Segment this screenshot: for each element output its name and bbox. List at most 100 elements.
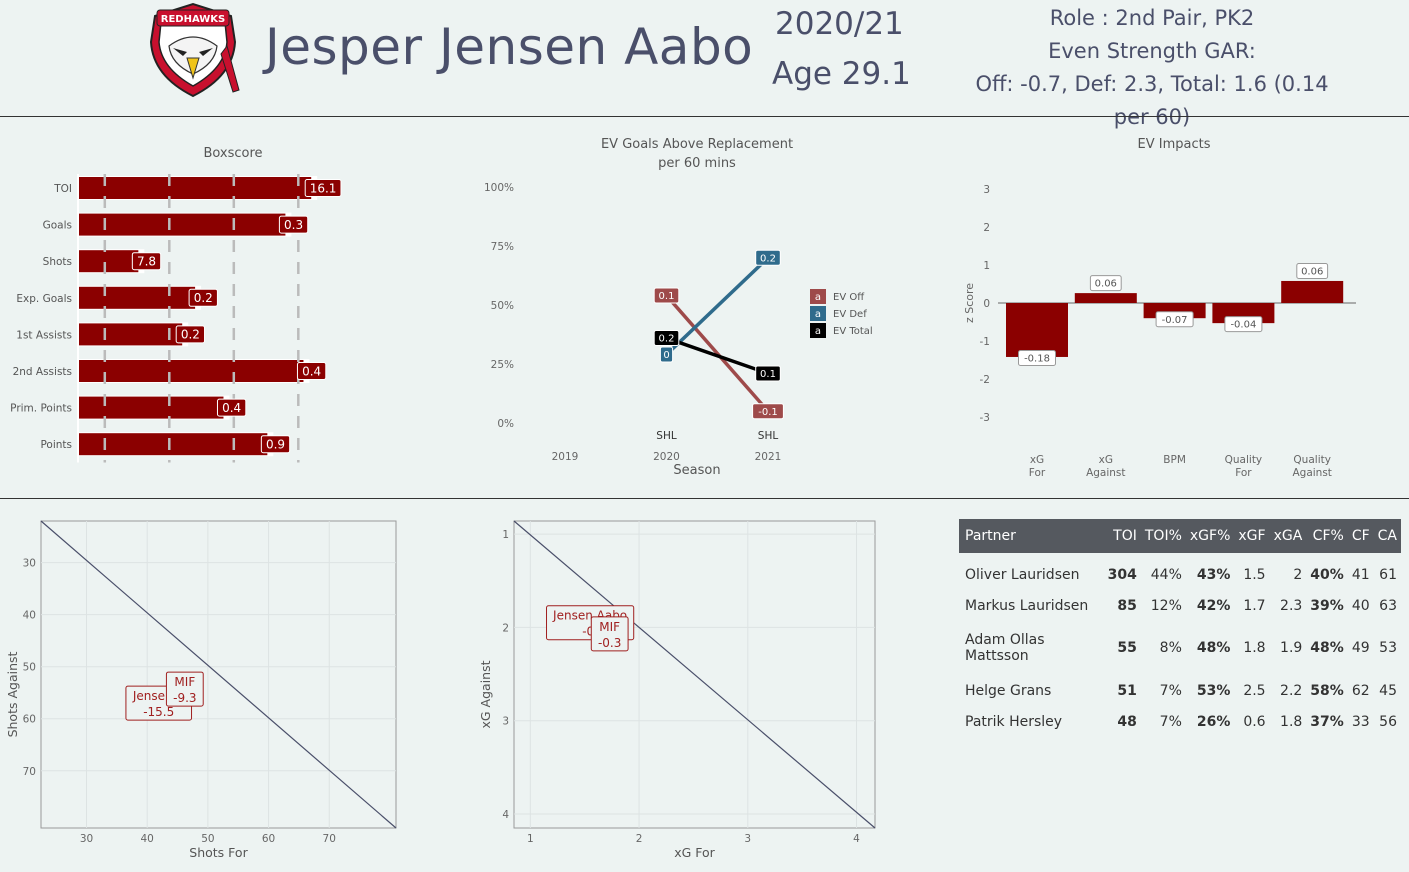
boxscore-value-label-box [131,252,162,271]
gar-y-tick-label: 50% [491,300,514,312]
gar-y-tick-label: 100% [484,182,514,194]
partner-stat-cell: 33 [1351,713,1370,730]
gar-point-label-box [755,249,781,266]
xg-scatter-y-tick-label: 4 [502,809,509,821]
boxscore-title: Boxscore [203,146,262,161]
gar-chart: EV Goals Above Replacement per 60 mins 0… [484,137,873,478]
partner-stat-cell: 40 [1351,597,1370,614]
player-role: Role : 2nd Pair, PK2 [1049,6,1255,30]
ev-y-tick-label: 0 [983,298,990,310]
boxscore-bar [79,433,268,456]
partner-stat-cell: 58% [1310,682,1344,699]
boxscore-value-label: 0.4 [222,401,241,415]
partner-stat-cell: 7% [1159,682,1182,699]
table-row: Helge Grans 51 7% 53% 2.5 2.2 58% 62 45 [959,675,1401,706]
xg-scatter-point-label-box [590,616,629,652]
xg-scatter-y-tick-label: 3 [502,716,509,728]
shots-scatter-y-tick-label: 30 [23,558,36,570]
partner-stat-cell: 2.3 [1280,597,1303,614]
gar-league-label: SHL [656,430,677,442]
shots-scatter-y-tick-label: 60 [23,714,36,726]
boxscore-value-label-box [304,179,342,197]
partner-name-cell: Markus Lauridsen [965,597,1089,614]
shots-scatter-x-axis-label: Shots For [189,845,248,860]
gar-legend-label: EV Off [833,292,865,303]
ev-bar-label-box [1296,262,1329,279]
gar-league-label: SHL [758,430,779,442]
xg-scatter-x-tick-label: 3 [744,833,751,845]
gar-point-label-box [752,403,784,420]
gar-series-ev-def [665,256,770,356]
gar-y-tick-label: 25% [491,359,514,371]
partner-stat-cell: 63 [1379,597,1397,614]
partner-stat-cell: 85 [1117,597,1137,614]
partner-stat-cell: 49 [1351,640,1370,656]
gar-point-label: 0.1 [659,291,675,302]
boxscore-value-label-box [188,288,218,307]
boxscore-bar [79,177,312,199]
ev-y-tick-label: -1 [980,336,990,348]
boxscore-category-label: 1st Assists [16,329,72,341]
ev-bar-label: -0.18 [1024,354,1050,365]
table-row: Patrik Hersley 48 7% 26% 0.6 1.8 37% 33 56 [959,706,1401,737]
ev-category-label: Against [1086,467,1125,479]
xg-scatter-y-tick-label: 2 [502,622,509,634]
gar-point-label-box [653,330,680,347]
boxscore-value-label-box [278,215,309,234]
gar-point-label: 0.2 [760,253,776,264]
gar-x-tick-label: 2019 [552,451,579,463]
gar-point-label-box [659,346,674,363]
xg-scatter-y-tick-label: 1 [502,529,509,541]
boxscore-value-label-box [260,435,291,454]
partners-column-header: xGF% [1185,519,1235,553]
gar-point-label: -0.1 [758,407,778,418]
ev-category-label: For [1235,467,1252,479]
gar-y-tick-label: 75% [491,241,514,253]
gar-legend-label: EV Total [833,326,873,337]
shots-scatter-diagonal [40,520,397,829]
gar-legend-key [810,306,826,321]
boxscore-category-label: Goals [43,220,72,232]
ev-category-label: Against [1292,467,1331,479]
gar-legend-key-text: a [815,326,821,337]
ev-bar [1281,280,1344,303]
shots-scatter-y-tick-label: 40 [23,610,36,622]
boxscore-bar [79,396,224,419]
gar-legend-key [810,323,826,338]
table-row: Adam Ollas Mattsson 55 8% 48% 1.8 1.9 48% 49 53 [959,621,1401,675]
ev-bar-label-box [1089,275,1122,292]
gar-x-axis-label: Season [673,463,720,478]
boxscore-value-label: 16.1 [310,181,337,195]
gar-label: Even Strength GAR: [1048,39,1256,63]
partners-column-header: CF% [1306,519,1348,553]
boxscore-category-label: Shots [43,256,72,268]
ev-category-label: Quality [1293,454,1331,466]
partners-column-header: TOI% [1140,519,1186,553]
partner-name-cell: Patrik Hersley [965,713,1063,730]
ev-y-tick-label: -3 [980,412,990,424]
boxscore-value-label: 0.9 [266,438,285,452]
xg-scatter-x-axis-label: xG For [674,845,715,860]
gar-chart-title: EV Goals Above Replacement [601,137,793,152]
partners-column-header: xGA [1269,519,1307,553]
shots-scatter-x-tick-label: 70 [323,833,336,845]
boxscore-chart: Boxscore TOI Goals Shots Exp. Goals 1st Assi… [10,146,342,463]
partners-table: Partner TOI TOI% xGF% xGF xGA CF% CF CA Oliver L… [959,519,1401,737]
partner-stat-cell: 1.8 [1243,640,1266,656]
gar-values: Off: -0.7, Def: 2.3, Total: 1.6 (0.14 pe… [975,72,1329,129]
partner-stat-cell: 53% [1196,682,1231,699]
shots-scatter-point-label: MIF [174,675,195,689]
ev-bar-label: 0.06 [1095,279,1117,290]
gar-legend-key-text: a [815,292,821,303]
ev-y-tick-label: 1 [983,260,990,272]
gar-legend-label: EV Def [833,309,867,320]
section-divider [0,498,1409,499]
boxscore-bar [79,323,183,346]
boxscore-value-label: 0.3 [284,218,303,232]
partner-stat-cell: 44% [1150,566,1182,583]
shots-scatter-y-axis-label: Shots Against [5,651,20,737]
boxscore-bar [79,286,196,309]
shots-scatter-chart: 30 40 50 60 70 30 40 50 60 70 Shots For Shots Again… [5,520,397,860]
partner-stat-cell: 1.7 [1243,597,1266,614]
